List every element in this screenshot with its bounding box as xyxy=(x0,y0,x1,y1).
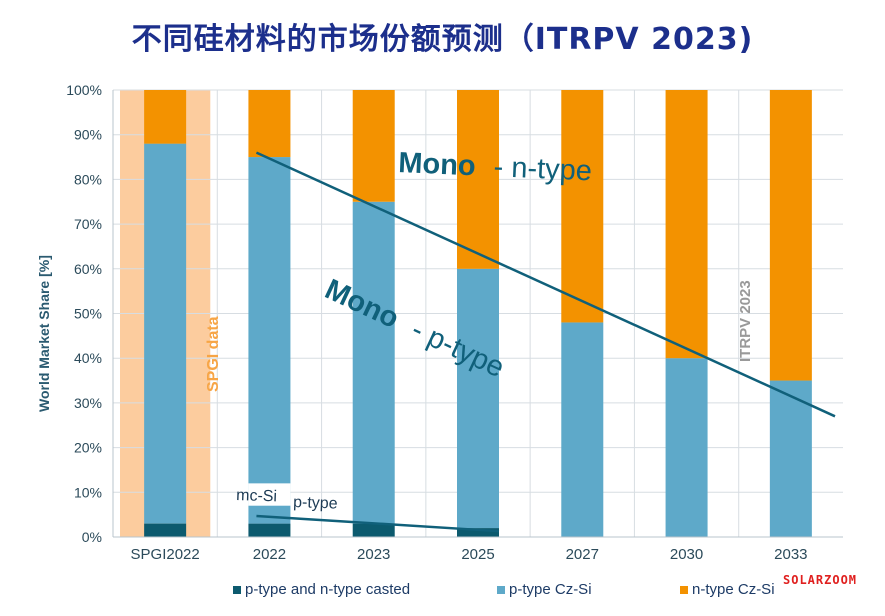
bar-segment-n-cz xyxy=(352,90,395,202)
y-tick-label: 90% xyxy=(74,127,102,143)
y-tick-label: 80% xyxy=(74,171,102,187)
bar-segment-n-cz xyxy=(248,90,291,158)
mono-n-suffix: - n-type xyxy=(493,151,593,187)
y-tick-label: 60% xyxy=(74,261,102,277)
legend-label-p-cz: p-type Cz-Si xyxy=(509,581,592,598)
mono-n-mono: Mono xyxy=(398,147,477,182)
x-tick-label: 2033 xyxy=(774,546,807,563)
mc-si-ptype-label: p-type xyxy=(293,494,338,513)
y-tick-label: 30% xyxy=(74,395,102,411)
bar-segment-p-cz xyxy=(352,201,395,524)
page-title: 不同硅材料的市场份额预测（ITRPV 2023) xyxy=(131,22,754,57)
watermark-logo: SOLARZOOM xyxy=(783,573,858,587)
legend-swatch-casted xyxy=(233,585,241,594)
x-tick-label: 2027 xyxy=(566,546,599,563)
bar-segment-casted xyxy=(248,523,291,537)
bar-segment-n-cz xyxy=(769,90,812,381)
spgi-data-label: SPGI data xyxy=(205,316,222,392)
bar-segment-casted xyxy=(144,523,187,537)
legend-swatch-p-cz xyxy=(497,585,505,594)
y-tick-label: 10% xyxy=(74,484,102,500)
y-tick-label: 0% xyxy=(82,529,102,545)
bar-segment-casted xyxy=(457,528,499,537)
bar-segment-p-cz xyxy=(457,268,499,529)
x-tick-label: 2022 xyxy=(253,546,286,563)
legend-label-casted: p-type and n-type casted xyxy=(245,581,411,598)
bar-segment-casted xyxy=(352,523,395,537)
mono-trend-line xyxy=(255,151,836,418)
legend-label-n-cz: n-type Cz-Si xyxy=(692,581,775,598)
bar-segment-n-cz xyxy=(561,90,604,323)
x-tick-label: 2023 xyxy=(357,546,390,563)
bar-segment-p-cz xyxy=(144,143,187,524)
mc-si-label-backdrop xyxy=(248,483,291,506)
bar-segment-n-cz xyxy=(665,90,708,359)
bar-segment-n-cz xyxy=(144,90,187,144)
y-tick-label: 50% xyxy=(74,306,102,322)
itrpv-2023-label: ITRPV 2023 xyxy=(737,280,754,362)
x-tick-label: 2030 xyxy=(670,546,703,563)
bar-segment-p-cz xyxy=(561,322,604,537)
x-tick-label: SPGI2022 xyxy=(131,546,200,563)
legend-item-p-cz: p-type Cz-Si xyxy=(497,581,592,598)
bar-segment-p-cz xyxy=(248,157,291,524)
y-tick-label: 100% xyxy=(66,82,102,98)
y-tick-label: 40% xyxy=(74,350,102,366)
legend-swatch-n-cz xyxy=(680,585,688,594)
mc-si-label: mc-Si xyxy=(236,487,277,505)
y-tick-label: 70% xyxy=(74,216,102,232)
mc-si-trend-line xyxy=(256,514,500,533)
bar-segment-n-cz xyxy=(457,90,499,269)
y-tick-label: 20% xyxy=(74,440,102,456)
legend-item-n-cz: n-type Cz-Si xyxy=(680,581,775,598)
y-axis-title: World Market Share [%] xyxy=(36,255,52,412)
x-tick-label: 2025 xyxy=(461,546,494,563)
bar-segment-p-cz xyxy=(665,358,708,537)
legend-item-casted: p-type and n-type casted xyxy=(233,581,410,598)
mono-n-type-label: Mono - n-type xyxy=(398,147,593,187)
bar-segment-p-cz xyxy=(769,380,812,537)
